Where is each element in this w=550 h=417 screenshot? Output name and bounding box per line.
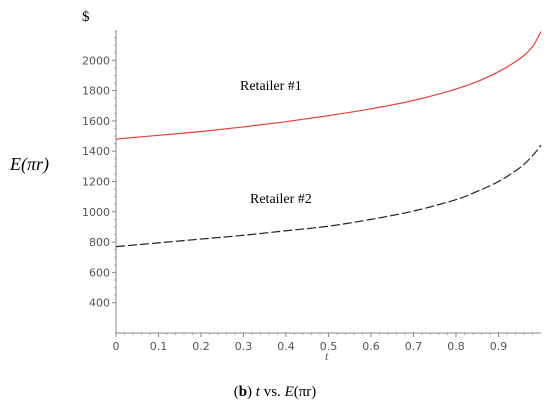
figure-caption: (b) t vs. E(πr)	[233, 384, 317, 400]
series-label-retailer-1: Retailer #1	[240, 79, 302, 94]
x-tick-label: 0.4	[277, 340, 295, 353]
y-tick-label: 400	[89, 297, 110, 310]
y-tick-label: 2000	[82, 54, 110, 67]
x-axis-label: t	[325, 349, 329, 363]
x-tick-label: 0.5	[320, 340, 338, 353]
caption-post: (πr)	[293, 384, 317, 400]
y-axis-label: E(πr)	[9, 154, 49, 175]
x-tick-label: 0.2	[192, 340, 210, 353]
y-tick-label: 1600	[82, 115, 110, 128]
series-line-1	[115, 31, 542, 140]
y-tick-label: 1200	[82, 176, 110, 189]
caption-var: t	[255, 384, 260, 400]
x-tick-label: 0.3	[235, 340, 253, 353]
axes: 400 600 800 1000 1200 1400 1600 1800 2000 0 0.1 0.2…	[82, 30, 541, 353]
caption-func: E	[284, 384, 294, 400]
x-tick-label: 0.8	[447, 340, 465, 353]
y-tick-label: 1000	[82, 206, 110, 219]
caption-label: b	[238, 384, 248, 400]
x-tick-label: 0.9	[490, 340, 508, 353]
y-unit-label: $	[82, 9, 90, 25]
x-tick-label: 0.1	[150, 340, 168, 353]
y-tick-label: 1400	[82, 145, 110, 158]
chart: 400 600 800 1000 1200 1400 1600 1800 2000 0 0.1 0.2…	[9, 9, 542, 363]
x-tick-label: 0.7	[405, 340, 423, 353]
caption-mid: vs.	[259, 384, 285, 400]
series-line-2	[115, 144, 542, 248]
x-tick-label: 0.6	[362, 340, 380, 353]
x-tick-label: 0	[113, 340, 120, 353]
y-tick-label: 800	[89, 236, 110, 249]
series-layer	[115, 31, 542, 248]
y-tick-label: 600	[89, 266, 110, 279]
series-label-retailer-2: Retailer #2	[250, 192, 312, 207]
y-tick-label: 1800	[82, 85, 110, 98]
